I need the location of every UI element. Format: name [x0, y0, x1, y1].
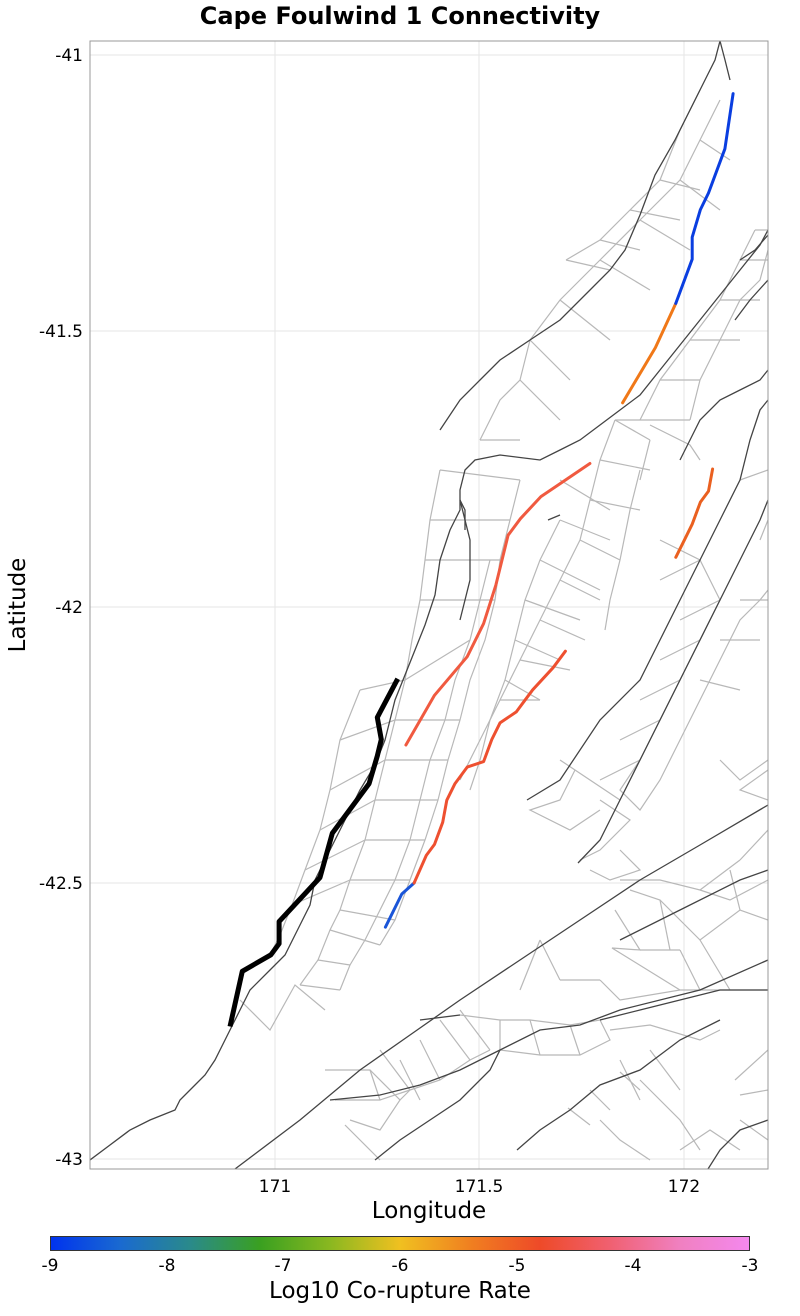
y-tick-label: -42.5	[39, 874, 83, 894]
x-axis-label: Longitude	[371, 1198, 487, 1224]
y-axis-label: Latitude	[5, 557, 31, 653]
colorbar-tick-label: -3	[741, 1256, 759, 1276]
source-fault-layer	[227, 677, 400, 1028]
y-tick-label: -42	[55, 598, 83, 618]
y-tick-label: -41	[55, 46, 83, 66]
colorbar-tick-label: -7	[274, 1256, 292, 1276]
chart-title: Cape Foulwind 1 Connectivity	[199, 2, 601, 30]
source-fault-trace	[227, 677, 400, 1028]
y-tick-label: -43	[55, 1150, 83, 1170]
y-tick-label: -41.5	[39, 322, 83, 342]
co-rupture-segment	[674, 92, 735, 305]
co-rupture-segment	[383, 881, 416, 929]
plot-frame	[89, 40, 769, 1170]
y-axis: -41 -41.5 -42 -42.5 -43	[39, 46, 83, 1170]
x-tick-label: 172	[668, 1177, 700, 1197]
co-rupture-segment	[404, 462, 592, 747]
x-tick-label: 171.5	[455, 1177, 504, 1197]
colorbar-tick-label: -6	[391, 1256, 409, 1276]
co-rupture-segment	[621, 301, 678, 405]
colorbar-label: Log10 Co-rupture Rate	[269, 1278, 531, 1304]
major-fault-traces	[90, 41, 768, 1169]
x-tick-label: 171	[259, 1177, 291, 1197]
colorbar-tick-label: -9	[41, 1256, 59, 1276]
x-axis: 171 171.5 172	[259, 1177, 700, 1197]
plot-area	[90, 41, 768, 1169]
colorbar-tick-label: -8	[158, 1256, 176, 1276]
co-rupture-segment	[412, 649, 567, 885]
colorbar-tick-label: -5	[508, 1256, 526, 1276]
colorbar	[50, 1236, 750, 1251]
colorbar-tick-label: -4	[624, 1256, 642, 1276]
co-rupture-segment	[674, 467, 715, 559]
co-rupture-segments	[383, 92, 735, 929]
